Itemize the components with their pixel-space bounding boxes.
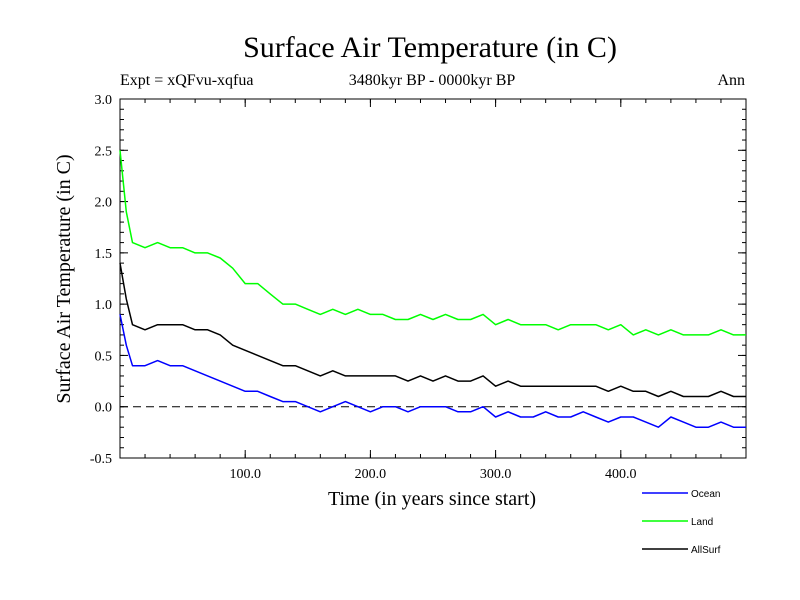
series-line-ocean [119,314,746,428]
y-axis-label: Surface Air Temperature (in C) [53,154,75,403]
season-label: Ann [717,72,745,89]
y-tick-label: 0.0 [95,401,113,416]
x-axis-label: Time (in years since start) [328,488,536,510]
y-tick-label: 3.0 [95,93,113,108]
x-tick-label: 400.0 [605,467,637,482]
legend-label-allsurf: AllSurf [691,545,721,556]
legend-label-land: Land [691,517,713,528]
chart-subtitle: 3480kyr BP - 0000kyr BP [349,72,516,89]
x-tick-label: 100.0 [229,467,261,482]
y-tick-label: 2.5 [95,144,113,159]
y-tick-label: -0.5 [90,452,112,467]
x-tick-label: 300.0 [480,467,512,482]
legend-label-ocean: Ocean [691,489,720,500]
chart-title: Surface Air Temperature (in C) [243,31,617,64]
series-line-land [119,150,746,336]
y-tick-label: 1.5 [95,247,113,262]
y-tick-label: 2.0 [95,196,113,211]
y-tick-label: 1.0 [95,298,113,313]
series-line-allsurf [119,262,746,398]
x-tick-label: 200.0 [355,467,387,482]
plot-frame [119,98,747,459]
y-tick-label: 0.5 [95,349,113,364]
experiment-label: Expt = xQFvu-xqfua [120,72,253,89]
